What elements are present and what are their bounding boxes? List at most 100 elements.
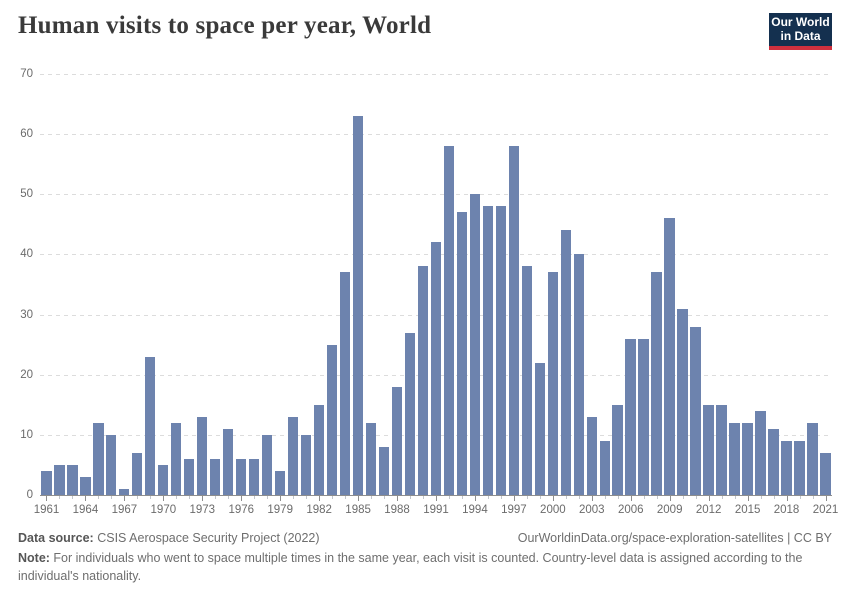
- bar-1993[interactable]: [456, 212, 468, 495]
- owid-logo[interactable]: Our World in Data: [769, 13, 832, 50]
- bar-2010[interactable]: [677, 308, 688, 495]
- x-tick-2005: [617, 496, 619, 499]
- x-axis-label-1994: 1994: [462, 504, 488, 516]
- x-tick-1981: [306, 496, 308, 499]
- x-tick-2019: [799, 496, 801, 499]
- bar-1986[interactable]: [365, 422, 377, 495]
- bar-1972[interactable]: [184, 458, 195, 495]
- x-axis-label-1973: 1973: [189, 504, 216, 516]
- x-tick-1965: [98, 496, 100, 499]
- x-tick-1974: [215, 496, 217, 499]
- y-axis-label-30: 30: [20, 308, 33, 321]
- x-tick-1983: [332, 496, 334, 499]
- bar-1973[interactable]: [197, 416, 208, 495]
- bar-2006[interactable]: [625, 338, 636, 495]
- note-row: Note: For individuals who went to space …: [18, 550, 832, 585]
- x-axis-label-1985: 1985: [345, 504, 371, 516]
- gridline-60: [40, 134, 832, 136]
- bar-2018[interactable]: [781, 440, 792, 495]
- bar-2011[interactable]: [690, 326, 701, 495]
- bar-1961[interactable]: [41, 470, 52, 495]
- owid-url-link[interactable]: OurWorldinData.org/space-exploration-sat…: [517, 531, 832, 545]
- bar-1992[interactable]: [443, 146, 455, 495]
- bar-1989[interactable]: [404, 332, 416, 495]
- bar-1980[interactable]: [287, 416, 299, 495]
- bar-2009[interactable]: [664, 218, 675, 495]
- bar-1976[interactable]: [235, 458, 247, 495]
- gridline-70: [40, 74, 832, 75]
- bar-1970[interactable]: [158, 464, 169, 495]
- bar-1996[interactable]: [495, 206, 506, 495]
- bar-2013[interactable]: [716, 404, 727, 495]
- x-tick-1968: [137, 496, 139, 499]
- bar-2016[interactable]: [755, 410, 766, 495]
- bar-1998[interactable]: [521, 266, 532, 495]
- x-axis-label-1976: 1976: [228, 504, 255, 516]
- bar-1994[interactable]: [469, 194, 481, 495]
- bar-1975[interactable]: [222, 428, 234, 495]
- x-tick-1961: [46, 496, 48, 501]
- bar-2001[interactable]: [560, 230, 571, 495]
- bar-2017[interactable]: [768, 428, 779, 495]
- bar-1963[interactable]: [67, 464, 78, 495]
- x-tick-1989: [410, 496, 412, 499]
- x-tick-2018: [786, 496, 788, 501]
- bar-2004[interactable]: [599, 440, 610, 495]
- x-tick-1962: [59, 496, 61, 499]
- x-axis-label-1964: 1964: [72, 504, 99, 516]
- bar-2019[interactable]: [794, 440, 805, 495]
- bar-1991[interactable]: [430, 242, 442, 495]
- x-tick-2021: [825, 496, 827, 501]
- bar-1983[interactable]: [326, 344, 338, 495]
- bar-1964[interactable]: [80, 476, 91, 495]
- x-tick-1995: [487, 496, 489, 499]
- bar-1990[interactable]: [417, 266, 429, 495]
- bar-2021[interactable]: [820, 452, 831, 495]
- bar-2015[interactable]: [742, 422, 753, 495]
- bar-2008[interactable]: [651, 272, 662, 495]
- bar-1997[interactable]: [508, 146, 519, 495]
- x-tick-1963: [72, 496, 74, 499]
- y-axis-label-10: 10: [20, 428, 33, 441]
- bar-1977[interactable]: [248, 458, 260, 495]
- bar-1962[interactable]: [54, 464, 65, 495]
- bar-1969[interactable]: [145, 356, 156, 495]
- bar-2003[interactable]: [586, 416, 597, 495]
- chart-footer: Data source: CSIS Aerospace Security Pro…: [18, 531, 832, 585]
- x-tick-1988: [397, 496, 399, 501]
- bar-1985[interactable]: [352, 116, 364, 495]
- owid-logo-line2: in Data: [780, 28, 821, 43]
- x-axis-label-1988: 1988: [384, 504, 410, 516]
- bar-1965[interactable]: [93, 422, 104, 495]
- x-axis-label-1982: 1982: [306, 504, 332, 516]
- bar-2000[interactable]: [547, 272, 558, 495]
- x-axis-label-1991: 1991: [423, 504, 449, 516]
- bar-1984[interactable]: [339, 272, 351, 495]
- bar-1966[interactable]: [106, 434, 117, 495]
- bar-1979[interactable]: [274, 470, 286, 495]
- bar-1968[interactable]: [132, 452, 143, 495]
- bar-1978[interactable]: [261, 434, 273, 495]
- bar-2012[interactable]: [703, 404, 714, 495]
- bar-2007[interactable]: [638, 338, 649, 495]
- x-axis-label-1997: 1997: [501, 504, 527, 516]
- bar-1974[interactable]: [209, 458, 221, 495]
- bar-1981[interactable]: [300, 434, 312, 495]
- bar-1971[interactable]: [171, 422, 182, 495]
- x-tick-2014: [734, 496, 736, 499]
- bar-1995[interactable]: [482, 206, 493, 495]
- bar-2005[interactable]: [612, 404, 623, 495]
- bar-1982[interactable]: [313, 404, 325, 495]
- bar-1967[interactable]: [119, 488, 130, 495]
- bar-2002[interactable]: [573, 254, 584, 495]
- bar-1987[interactable]: [378, 446, 390, 495]
- x-axis-line: [40, 495, 832, 496]
- bar-2020[interactable]: [807, 422, 818, 495]
- bar-1999[interactable]: [534, 362, 545, 495]
- x-axis-label-2015: 2015: [734, 504, 761, 516]
- bar-2014[interactable]: [729, 422, 740, 495]
- x-tick-1984: [345, 496, 347, 499]
- x-tick-1982: [319, 496, 321, 501]
- bar-1988[interactable]: [391, 386, 403, 495]
